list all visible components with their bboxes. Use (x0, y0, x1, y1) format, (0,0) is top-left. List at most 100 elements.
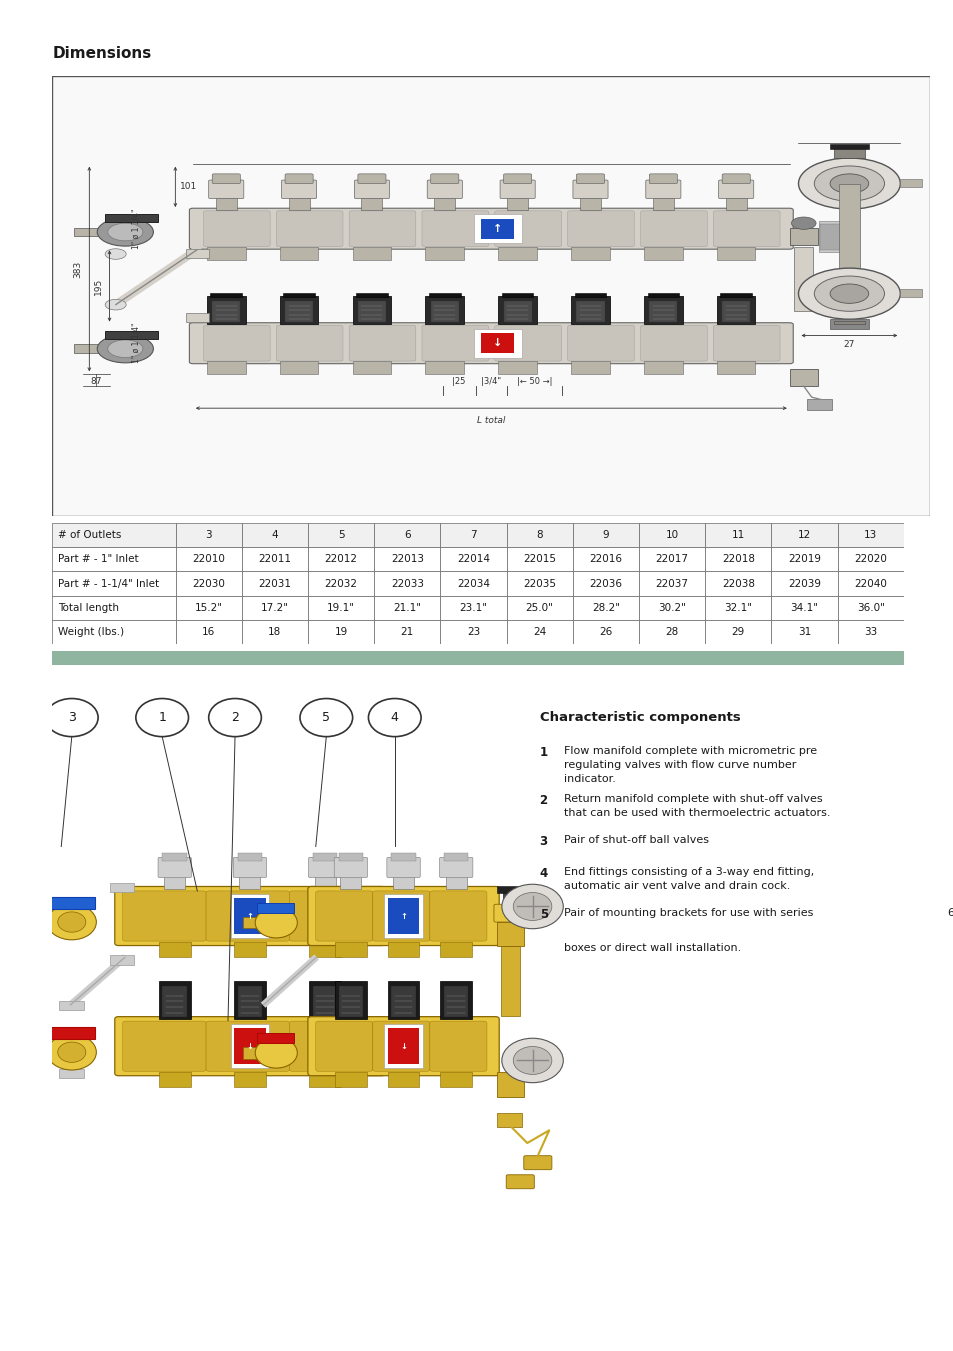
Bar (105, 213, 157, 222)
Bar (576, 301, 604, 323)
Bar (279, 361, 318, 374)
Bar (241, 571, 308, 596)
Text: 4: 4 (272, 530, 278, 540)
Text: 195: 195 (93, 277, 102, 295)
Text: 659: 659 (946, 908, 953, 919)
Bar (572, 596, 639, 620)
Bar (374, 571, 440, 596)
FancyBboxPatch shape (639, 326, 706, 361)
Bar (643, 361, 682, 374)
Text: ↓: ↓ (493, 338, 502, 349)
Bar (233, 1071, 266, 1088)
Text: 7: 7 (470, 530, 476, 540)
Bar (716, 296, 755, 324)
Bar (314, 877, 335, 889)
Bar (212, 301, 240, 323)
Bar (175, 523, 241, 547)
FancyBboxPatch shape (289, 1021, 373, 1071)
FancyBboxPatch shape (495, 211, 561, 246)
Bar (239, 877, 260, 889)
FancyBboxPatch shape (114, 1017, 385, 1075)
Text: 11: 11 (731, 530, 744, 540)
Text: 19: 19 (335, 627, 347, 638)
FancyBboxPatch shape (123, 890, 206, 942)
Bar (340, 877, 361, 889)
FancyBboxPatch shape (573, 180, 607, 199)
Bar (837, 596, 902, 620)
Bar (357, 301, 386, 323)
Bar (308, 596, 374, 620)
Bar (387, 1071, 419, 1088)
Text: 22020: 22020 (853, 554, 886, 565)
Text: 22031: 22031 (258, 578, 291, 589)
FancyBboxPatch shape (439, 858, 473, 878)
FancyBboxPatch shape (354, 180, 389, 199)
Bar (639, 571, 704, 596)
Text: Pair of shut-off ball valves: Pair of shut-off ball valves (563, 835, 708, 846)
Bar (506, 523, 572, 547)
Bar (175, 620, 241, 644)
Bar (443, 854, 468, 861)
Text: Part # - 1-1/4" Inlet: Part # - 1-1/4" Inlet (57, 578, 158, 589)
FancyBboxPatch shape (190, 208, 792, 249)
Text: 3: 3 (539, 835, 547, 848)
Bar (431, 301, 458, 323)
Bar (440, 1071, 472, 1088)
FancyBboxPatch shape (206, 890, 289, 942)
Bar (716, 246, 755, 259)
Text: |← 50 →|: |← 50 →| (517, 377, 553, 386)
Text: 9: 9 (602, 530, 609, 540)
Bar (374, 620, 440, 644)
FancyBboxPatch shape (523, 1155, 551, 1170)
Text: Weight (lbs.): Weight (lbs.) (57, 627, 124, 638)
Bar (500, 946, 519, 1016)
FancyBboxPatch shape (123, 1021, 206, 1071)
FancyBboxPatch shape (289, 890, 373, 942)
Bar (425, 296, 463, 324)
Bar (393, 877, 414, 889)
FancyBboxPatch shape (315, 890, 373, 942)
Text: 4: 4 (391, 711, 398, 724)
Bar (50, 1028, 95, 1039)
Bar (241, 547, 308, 571)
Text: 22030: 22030 (192, 578, 225, 589)
Bar (105, 331, 157, 339)
Bar (338, 854, 363, 861)
Bar (279, 246, 318, 259)
Text: 4: 4 (539, 867, 547, 880)
Bar (74, 227, 123, 236)
Text: 22015: 22015 (522, 554, 556, 565)
Text: 22012: 22012 (324, 554, 357, 565)
FancyBboxPatch shape (203, 326, 270, 361)
Text: 18: 18 (268, 627, 281, 638)
Bar (506, 620, 572, 644)
Text: Dimensions: Dimensions (52, 46, 152, 61)
Text: 22033: 22033 (391, 578, 423, 589)
Bar (256, 902, 294, 912)
Text: 28.2": 28.2" (591, 603, 619, 613)
Bar (771, 596, 837, 620)
Bar (32, 915, 68, 928)
Circle shape (798, 267, 900, 319)
Bar (308, 571, 374, 596)
Bar (110, 955, 134, 965)
Text: 22019: 22019 (787, 554, 821, 565)
Bar (503, 301, 531, 323)
Bar (574, 293, 606, 297)
FancyBboxPatch shape (308, 858, 341, 878)
Bar (59, 1001, 84, 1011)
FancyBboxPatch shape (639, 211, 706, 246)
Bar (308, 547, 374, 571)
Bar (829, 145, 868, 149)
Text: 22016: 22016 (589, 554, 621, 565)
Bar (704, 596, 771, 620)
FancyBboxPatch shape (190, 323, 792, 363)
Bar (497, 921, 523, 946)
Bar (506, 571, 572, 596)
Bar (32, 1044, 68, 1059)
Text: 22037: 22037 (655, 578, 688, 589)
Bar (837, 547, 902, 571)
Bar (74, 345, 123, 353)
Bar (639, 620, 704, 644)
Text: 31: 31 (797, 627, 810, 638)
